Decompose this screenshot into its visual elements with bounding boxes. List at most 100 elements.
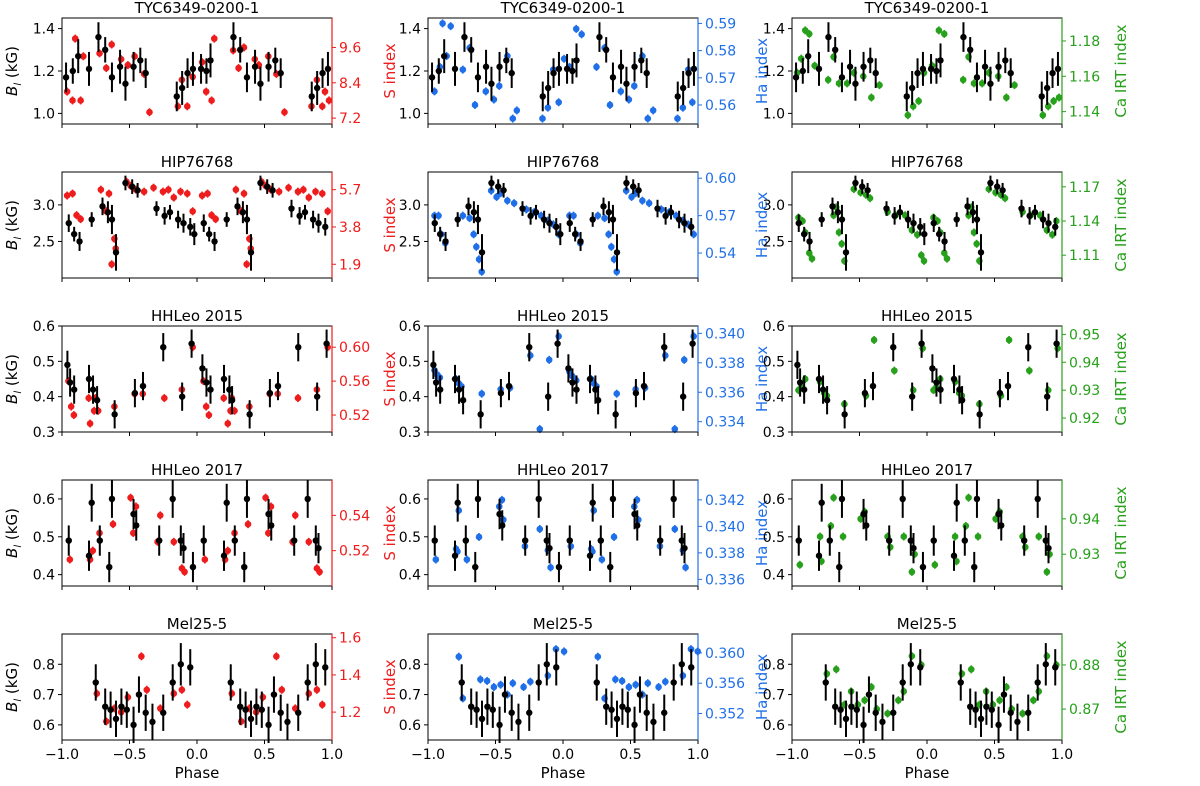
index-point: [951, 533, 959, 540]
bl-tick-label: 0.8: [763, 657, 785, 673]
index-point: [605, 231, 612, 238]
bl-axis-label: Bl (kG): [3, 46, 24, 96]
field-point: [442, 238, 449, 245]
field-point: [815, 375, 823, 383]
field-point: [860, 510, 867, 518]
index-point: [105, 190, 113, 197]
field-point: [593, 679, 600, 686]
field-point: [108, 216, 116, 223]
field-point: [563, 65, 571, 73]
index-point: [500, 516, 507, 524]
field-point: [867, 57, 874, 64]
field-point: [896, 209, 904, 216]
field-point: [815, 552, 823, 559]
index-point: [682, 564, 689, 571]
field-point: [834, 209, 842, 216]
field-point: [1000, 691, 1008, 698]
index-point: [655, 683, 662, 691]
field-point: [133, 522, 140, 529]
index-tick-label: 0.88: [1069, 658, 1100, 674]
x-tick-label: −0.5: [843, 747, 877, 763]
bl-tick-label: 0.3: [33, 425, 55, 441]
field-point: [173, 93, 180, 100]
field-point: [197, 65, 205, 73]
field-point: [927, 65, 935, 73]
index-point: [1043, 652, 1051, 660]
field-point: [681, 544, 688, 552]
index-point: [262, 494, 269, 501]
plot-frame: [427, 325, 699, 433]
index-point: [908, 652, 916, 660]
field-point: [211, 238, 218, 245]
field-point: [519, 205, 526, 212]
index-tick-label: 1.2: [339, 705, 361, 721]
field-point: [496, 510, 503, 518]
index-tick-label: 1.11: [1069, 248, 1100, 264]
field-point: [1042, 537, 1050, 544]
index-tick-label: 0.57: [705, 71, 736, 87]
index-point: [931, 561, 939, 569]
field-point: [265, 63, 272, 70]
index-point: [520, 683, 527, 691]
field-point: [859, 183, 866, 190]
field-point: [987, 179, 994, 187]
field-point: [999, 187, 1006, 194]
index-point: [318, 190, 326, 197]
field-point: [670, 495, 677, 503]
index-point: [294, 188, 302, 195]
index-tick-label: 5.7: [339, 183, 361, 199]
panel-title: TYC6349-0200-1: [134, 0, 260, 17]
index-point: [237, 718, 245, 725]
index-point: [996, 696, 1003, 704]
field-point: [836, 563, 843, 571]
plot-frame: [791, 633, 1063, 741]
index-tick-label: 0.56: [339, 374, 370, 390]
field-point: [431, 219, 438, 227]
field-point: [825, 33, 832, 41]
field-point: [667, 209, 675, 216]
index-point: [625, 683, 633, 691]
index-point: [1030, 696, 1037, 704]
field-point: [631, 510, 638, 518]
field-point: [872, 69, 879, 77]
index-point: [843, 80, 851, 87]
field-point: [296, 212, 303, 220]
bl-tick-label: 0.6: [763, 492, 785, 508]
field-point: [919, 563, 927, 571]
field-point: [623, 80, 630, 87]
field-point: [914, 69, 921, 77]
field-point: [237, 46, 244, 53]
index-point: [198, 58, 206, 66]
bl-tick-label: 1.4: [399, 22, 421, 38]
index-tick-label: 0.57: [705, 209, 736, 225]
bl-tick-label: 1.4: [763, 22, 785, 38]
field-point: [174, 216, 182, 223]
field-point: [484, 703, 491, 710]
index-point: [570, 212, 577, 219]
field-point: [685, 69, 692, 77]
panel-title: Mel25-5: [533, 615, 593, 633]
field-point: [890, 709, 897, 716]
field-point: [848, 703, 855, 710]
index-point: [161, 394, 168, 402]
field-point: [274, 382, 282, 390]
index-point: [644, 115, 652, 122]
index-point: [1048, 231, 1056, 238]
panel-1-2: HIP76768 2.5 3.0 1.11 1.14 1.17 Ca IRT index: [763, 153, 1130, 282]
field-point: [322, 664, 329, 671]
index-point: [613, 268, 621, 276]
field-point: [118, 703, 125, 710]
index-point: [868, 94, 875, 101]
field-point: [957, 679, 964, 686]
index-point: [131, 52, 138, 60]
field-point: [187, 223, 194, 231]
field-point: [613, 249, 621, 256]
field-point: [470, 209, 478, 216]
index-point: [198, 192, 206, 199]
index-point: [560, 55, 568, 63]
field-point: [679, 393, 687, 400]
field-point: [130, 510, 137, 518]
field-point: [135, 691, 143, 698]
field-point: [1034, 495, 1041, 503]
index-tick-label: 8.4: [339, 76, 361, 92]
